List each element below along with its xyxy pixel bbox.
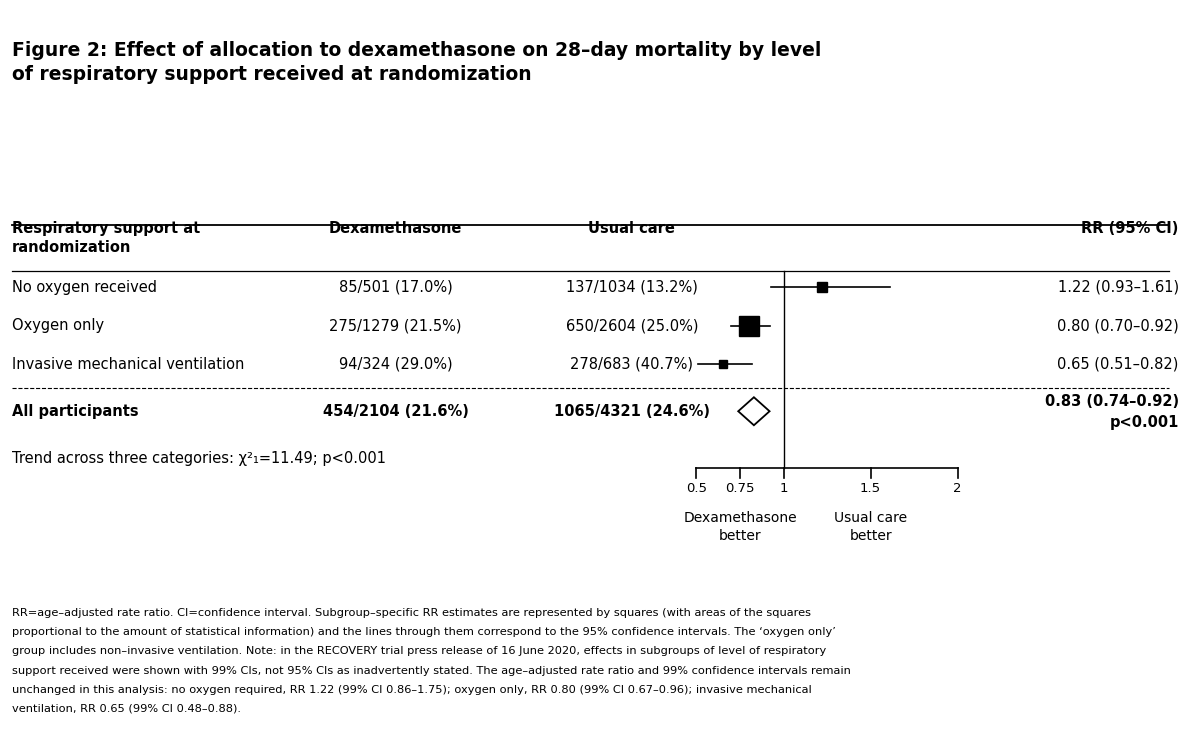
Text: 85/501 (17.0%): 85/501 (17.0%) bbox=[339, 280, 452, 295]
Text: proportional to the amount of statistical information) and the lines through the: proportional to the amount of statistica… bbox=[12, 627, 836, 638]
Text: 0.65 (0.51–0.82): 0.65 (0.51–0.82) bbox=[1057, 357, 1179, 371]
Text: 1.5: 1.5 bbox=[860, 482, 881, 495]
Text: Trend across three categories: χ²₁=11.49; p<0.001: Trend across three categories: χ²₁=11.49… bbox=[12, 451, 386, 466]
Text: unchanged in this analysis: no oxygen required, RR 1.22 (99% CI 0.86–1.75); oxyg: unchanged in this analysis: no oxygen re… bbox=[12, 685, 811, 695]
Text: Usual care: Usual care bbox=[588, 221, 676, 236]
Text: 1.22 (0.93–1.61): 1.22 (0.93–1.61) bbox=[1057, 280, 1179, 295]
Text: Invasive mechanical ventilation: Invasive mechanical ventilation bbox=[12, 357, 244, 371]
Text: 650/2604 (25.0%): 650/2604 (25.0%) bbox=[566, 318, 698, 333]
Text: Figure 2: Effect of allocation to dexamethasone on 28–day mortality by level
of : Figure 2: Effect of allocation to dexame… bbox=[12, 41, 821, 84]
Polygon shape bbox=[738, 397, 770, 425]
Text: Oxygen only: Oxygen only bbox=[12, 318, 104, 333]
Text: Dexamethasone
better: Dexamethasone better bbox=[683, 511, 797, 542]
Text: 2: 2 bbox=[953, 482, 961, 495]
Text: 0.80 (0.70–0.92): 0.80 (0.70–0.92) bbox=[1057, 318, 1179, 333]
Text: 278/683 (40.7%): 278/683 (40.7%) bbox=[570, 357, 693, 371]
Text: Dexamethasone: Dexamethasone bbox=[329, 221, 462, 236]
Text: 0.83 (0.74–0.92): 0.83 (0.74–0.92) bbox=[1044, 394, 1179, 409]
Text: RR (95% CI): RR (95% CI) bbox=[1082, 221, 1179, 236]
Text: 1065/4321 (24.6%): 1065/4321 (24.6%) bbox=[554, 404, 710, 419]
Text: 454/2104 (21.6%): 454/2104 (21.6%) bbox=[322, 404, 469, 419]
Text: ventilation, RR 0.65 (99% CI 0.48–0.88).: ventilation, RR 0.65 (99% CI 0.48–0.88). bbox=[12, 704, 241, 714]
Text: 275/1279 (21.5%): 275/1279 (21.5%) bbox=[329, 318, 462, 333]
Text: 94/324 (29.0%): 94/324 (29.0%) bbox=[339, 357, 452, 371]
Text: support received were shown with 99% CIs, not 95% CIs as inadvertently stated. T: support received were shown with 99% CIs… bbox=[12, 666, 850, 676]
Text: No oxygen received: No oxygen received bbox=[12, 280, 157, 295]
Text: RR=age–adjusted rate ratio. CI=confidence interval. Subgroup–specific RR estimat: RR=age–adjusted rate ratio. CI=confidenc… bbox=[12, 608, 811, 618]
Text: All participants: All participants bbox=[12, 404, 138, 419]
Text: Respiratory support at
randomization: Respiratory support at randomization bbox=[12, 221, 200, 255]
Text: 1: 1 bbox=[779, 482, 788, 495]
Text: p<0.001: p<0.001 bbox=[1109, 415, 1179, 430]
Text: 0.5: 0.5 bbox=[686, 482, 707, 495]
Text: 0.75: 0.75 bbox=[725, 482, 755, 495]
Text: group includes non–invasive ventilation. Note: in the RECOVERY trial press relea: group includes non–invasive ventilation.… bbox=[12, 646, 826, 657]
Text: 137/1034 (13.2%): 137/1034 (13.2%) bbox=[566, 280, 698, 295]
Text: Usual care
better: Usual care better bbox=[834, 511, 907, 542]
